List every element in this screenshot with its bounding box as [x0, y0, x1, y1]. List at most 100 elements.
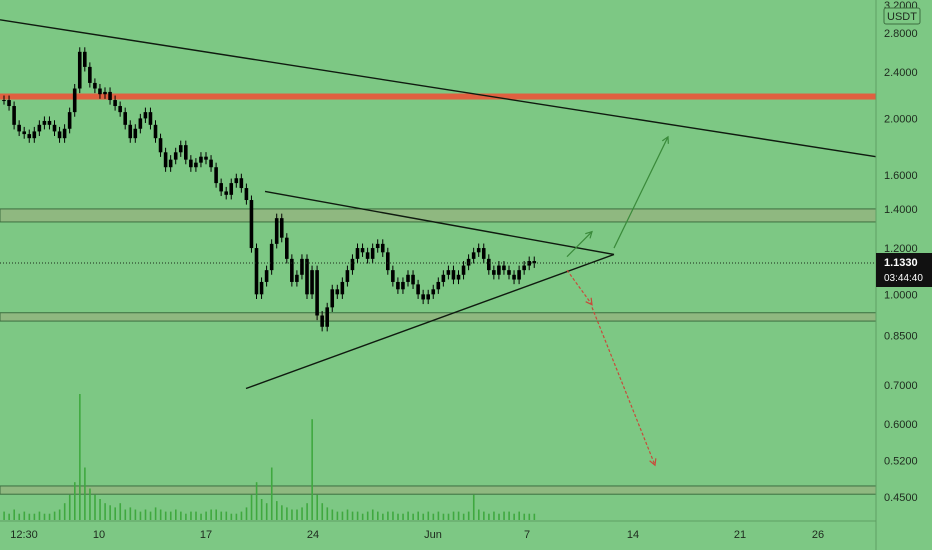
candle-body [512, 274, 516, 280]
volume-bar [513, 513, 515, 520]
candle-body [426, 294, 430, 300]
volume-bar [43, 513, 46, 520]
candle-body [305, 258, 309, 295]
candle-body [461, 265, 466, 275]
candle-body [234, 178, 239, 184]
volume-bar [351, 511, 354, 520]
candles [2, 47, 537, 332]
candle-body [153, 124, 158, 139]
candle-body [476, 248, 481, 253]
volume-bar [114, 507, 116, 520]
current-price-value: 1.1330 [884, 257, 918, 269]
candle-body [123, 112, 127, 125]
arrow-up-0 [566, 231, 593, 258]
candle-body [456, 274, 461, 280]
candle-body [67, 112, 72, 129]
candle-body [507, 270, 511, 275]
volume-bar [417, 511, 419, 520]
candle-body [380, 243, 385, 253]
time-tick-label: 17 [200, 529, 212, 541]
candle-body [290, 258, 294, 282]
candle-body [2, 100, 6, 102]
time-tick-label: Jun [424, 529, 442, 541]
volume-bar [508, 511, 510, 520]
arrow-down-3 [591, 307, 656, 466]
trendline-1 [264, 190, 615, 256]
candle-body [37, 124, 42, 132]
volume-bar [144, 509, 147, 520]
price-tick-label: 2.4000 [884, 67, 918, 79]
candle-body [219, 183, 223, 192]
candle-body [285, 237, 289, 259]
candle-body [532, 261, 537, 264]
candle-body [386, 252, 390, 271]
volume-bar [276, 501, 278, 520]
candle-body [249, 200, 254, 249]
volume-bar [260, 499, 263, 520]
candle-body [310, 270, 314, 295]
volume-bar [255, 482, 258, 520]
candle-body [350, 258, 355, 271]
volume-bar [185, 513, 187, 520]
volume-bar [321, 503, 324, 520]
volume-bar [240, 511, 243, 520]
candle-body [370, 248, 375, 259]
candle-body [431, 289, 436, 295]
price-tick-label: 0.8500 [884, 331, 918, 343]
volume-bar [159, 509, 162, 520]
candle-body [148, 112, 153, 125]
candle-body [436, 281, 441, 290]
volume-bar [225, 511, 228, 520]
candle-body [492, 270, 496, 275]
price-axis[interactable]: 3.20002.80002.40002.00001.60001.40001.20… [884, 0, 918, 504]
candle-body [98, 88, 102, 95]
trendlines [0, 19, 877, 390]
volume-bar [301, 507, 303, 520]
candle-body [365, 252, 370, 259]
candle-body [128, 124, 133, 139]
volume-bar [311, 419, 313, 520]
candle-body [168, 159, 173, 168]
candle-body [244, 188, 249, 201]
candle-body [320, 315, 324, 327]
volume-bar [68, 494, 71, 520]
candle-body [17, 124, 21, 132]
candle-body [325, 307, 329, 327]
time-axis[interactable]: 12:30 10 17 24 Jun 7 14 21 26 [10, 529, 824, 541]
volume-bar [442, 513, 445, 520]
volume-bar [341, 511, 344, 520]
volume-bar [336, 511, 339, 520]
candle-body [214, 167, 218, 184]
arrow-head-0 [585, 230, 593, 239]
volume-bar [18, 513, 21, 520]
volume-bar [139, 511, 142, 520]
volume-bar [382, 513, 384, 520]
volume-bar [149, 511, 152, 520]
candle-body [254, 248, 259, 295]
volume-bar [387, 511, 389, 520]
volume-bar [3, 511, 5, 520]
candle-body [264, 270, 269, 282]
candle-body [118, 106, 122, 113]
volume-bar [366, 511, 369, 520]
zone-band-2 [0, 312, 877, 322]
candle-body [279, 218, 284, 238]
candle-body [204, 156, 208, 160]
candle-body [396, 281, 400, 290]
volume-bar [371, 509, 374, 520]
candle-body [88, 66, 92, 83]
volume-bar [99, 499, 101, 520]
volume-bar [58, 509, 61, 520]
volume-bar [84, 467, 86, 520]
volume-bar [503, 511, 505, 520]
volume-bar [316, 494, 318, 520]
time-tick-label: 7 [524, 529, 530, 541]
price-tick-label: 1.2000 [884, 243, 918, 255]
volume-bar [402, 513, 404, 520]
candle-body [315, 270, 319, 316]
candle-body [345, 270, 350, 282]
currency-label[interactable]: USDT [883, 7, 921, 25]
candle-body [47, 120, 52, 125]
